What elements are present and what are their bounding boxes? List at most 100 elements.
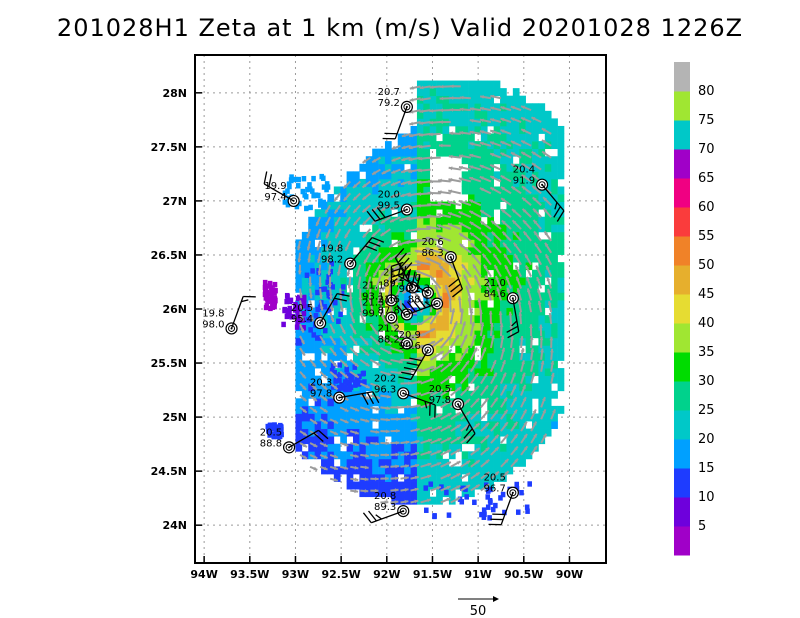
zeta-cell bbox=[448, 421, 456, 429]
zeta-cell bbox=[500, 254, 507, 263]
zeta-cell bbox=[461, 171, 469, 180]
wind-arrow-head bbox=[527, 300, 532, 305]
wind-arrow-head bbox=[480, 221, 485, 225]
zeta-cell bbox=[384, 413, 392, 422]
zeta-cell bbox=[514, 481, 520, 488]
zeta-cell bbox=[410, 322, 418, 331]
zeta-cell bbox=[493, 473, 501, 482]
zeta-cell bbox=[397, 466, 405, 475]
wind-arrow-head bbox=[343, 196, 348, 201]
zeta-cell bbox=[544, 352, 552, 361]
wind-arrow-head bbox=[481, 334, 486, 339]
zeta-cell bbox=[500, 277, 507, 286]
zeta-cell bbox=[474, 156, 482, 165]
zeta-cell bbox=[538, 292, 546, 301]
colorbar-label: 70 bbox=[698, 142, 715, 157]
wind-barb-staff bbox=[349, 237, 373, 265]
wind-arrow-head bbox=[322, 351, 326, 356]
zeta-cell bbox=[442, 277, 450, 286]
wind-arrow-head bbox=[542, 433, 547, 438]
zeta-cell bbox=[557, 405, 565, 414]
wind-arrow-head bbox=[308, 294, 313, 299]
zeta-cell bbox=[474, 231, 482, 240]
wind-arrow-head bbox=[301, 351, 305, 356]
wind-arrow-head bbox=[394, 320, 398, 325]
wind-arrow-head bbox=[437, 462, 442, 466]
zeta-cell bbox=[487, 95, 494, 104]
zeta-cell bbox=[480, 307, 488, 316]
wind-arrow-head bbox=[500, 152, 505, 157]
zeta-cell bbox=[500, 451, 507, 460]
zeta-cell bbox=[266, 426, 271, 432]
zeta-cell bbox=[544, 118, 552, 127]
zeta-cell bbox=[512, 239, 520, 248]
zeta-cell bbox=[474, 330, 482, 339]
zeta-cell bbox=[340, 209, 347, 218]
zeta-cell bbox=[557, 201, 565, 210]
zeta-cell bbox=[321, 466, 328, 475]
zeta-cell bbox=[365, 443, 373, 452]
wind-arrow-head bbox=[500, 106, 505, 110]
wind-arrow-head bbox=[417, 180, 422, 185]
dropsonde-temperature: 20.9 bbox=[399, 330, 421, 341]
zeta-cell bbox=[416, 443, 424, 452]
zeta-cell bbox=[397, 231, 405, 240]
zeta-cell bbox=[410, 194, 418, 202]
wind-arrow-head bbox=[446, 449, 451, 454]
wind-arrow-head bbox=[544, 231, 549, 236]
wind-arrow-head bbox=[355, 272, 360, 277]
dropsonde-ring-inner bbox=[403, 206, 411, 214]
wind-arrow-head bbox=[439, 120, 443, 125]
wind-arrow-head bbox=[372, 158, 377, 163]
zeta-cell bbox=[410, 330, 418, 339]
zeta-cell bbox=[538, 277, 546, 286]
wind-arrow-head bbox=[344, 442, 349, 447]
zeta-cell bbox=[493, 201, 501, 210]
zeta-cell bbox=[468, 481, 475, 490]
zeta-cell bbox=[314, 451, 322, 460]
zeta-cell bbox=[436, 466, 443, 475]
zeta-cell bbox=[493, 239, 501, 248]
zeta-cell bbox=[468, 269, 475, 278]
wind-arrow-head bbox=[310, 317, 314, 322]
zeta-cell bbox=[500, 269, 507, 278]
wind-arrow-head bbox=[455, 334, 459, 339]
zeta-cell bbox=[480, 315, 488, 324]
zeta-cell bbox=[275, 427, 280, 434]
zeta-cell bbox=[448, 224, 456, 233]
zeta-cell bbox=[480, 466, 488, 475]
zeta-cell bbox=[416, 451, 424, 460]
zeta-cell bbox=[359, 269, 367, 278]
zeta-cell bbox=[551, 330, 558, 339]
zeta-cell bbox=[327, 443, 335, 452]
zeta-cell bbox=[346, 224, 354, 233]
zeta-cell bbox=[423, 103, 431, 112]
zeta-cell bbox=[410, 133, 418, 142]
zeta-cell bbox=[301, 247, 309, 255]
zeta-cell bbox=[353, 330, 360, 339]
wind-arrow-head bbox=[408, 145, 413, 150]
zeta-cell bbox=[525, 330, 533, 339]
wind-arrow-head bbox=[386, 406, 391, 411]
wind-arrow-head bbox=[381, 182, 386, 187]
wind-arrow-head bbox=[323, 397, 328, 401]
wind-arrow-head bbox=[317, 271, 322, 275]
wind-arrow-head bbox=[490, 118, 495, 122]
zeta-cell bbox=[468, 322, 475, 331]
wind-arrow-head bbox=[471, 253, 476, 258]
zeta-cell bbox=[423, 178, 431, 187]
wind-arrow-head bbox=[466, 411, 471, 416]
wind-arrow-head bbox=[510, 117, 515, 122]
zeta-cell bbox=[295, 284, 303, 293]
zeta-cell bbox=[423, 360, 431, 369]
zeta-cell bbox=[480, 224, 488, 233]
colorbar-swatch bbox=[674, 207, 690, 237]
zeta-cell bbox=[455, 277, 463, 286]
wind-barb-staff bbox=[404, 302, 438, 316]
wind-arrow-head bbox=[495, 471, 499, 476]
zeta-cell bbox=[289, 177, 294, 184]
zeta-cell bbox=[442, 110, 450, 119]
zeta-cell bbox=[340, 277, 347, 286]
wind-barb-staff bbox=[403, 392, 436, 406]
zeta-cell bbox=[436, 110, 443, 119]
